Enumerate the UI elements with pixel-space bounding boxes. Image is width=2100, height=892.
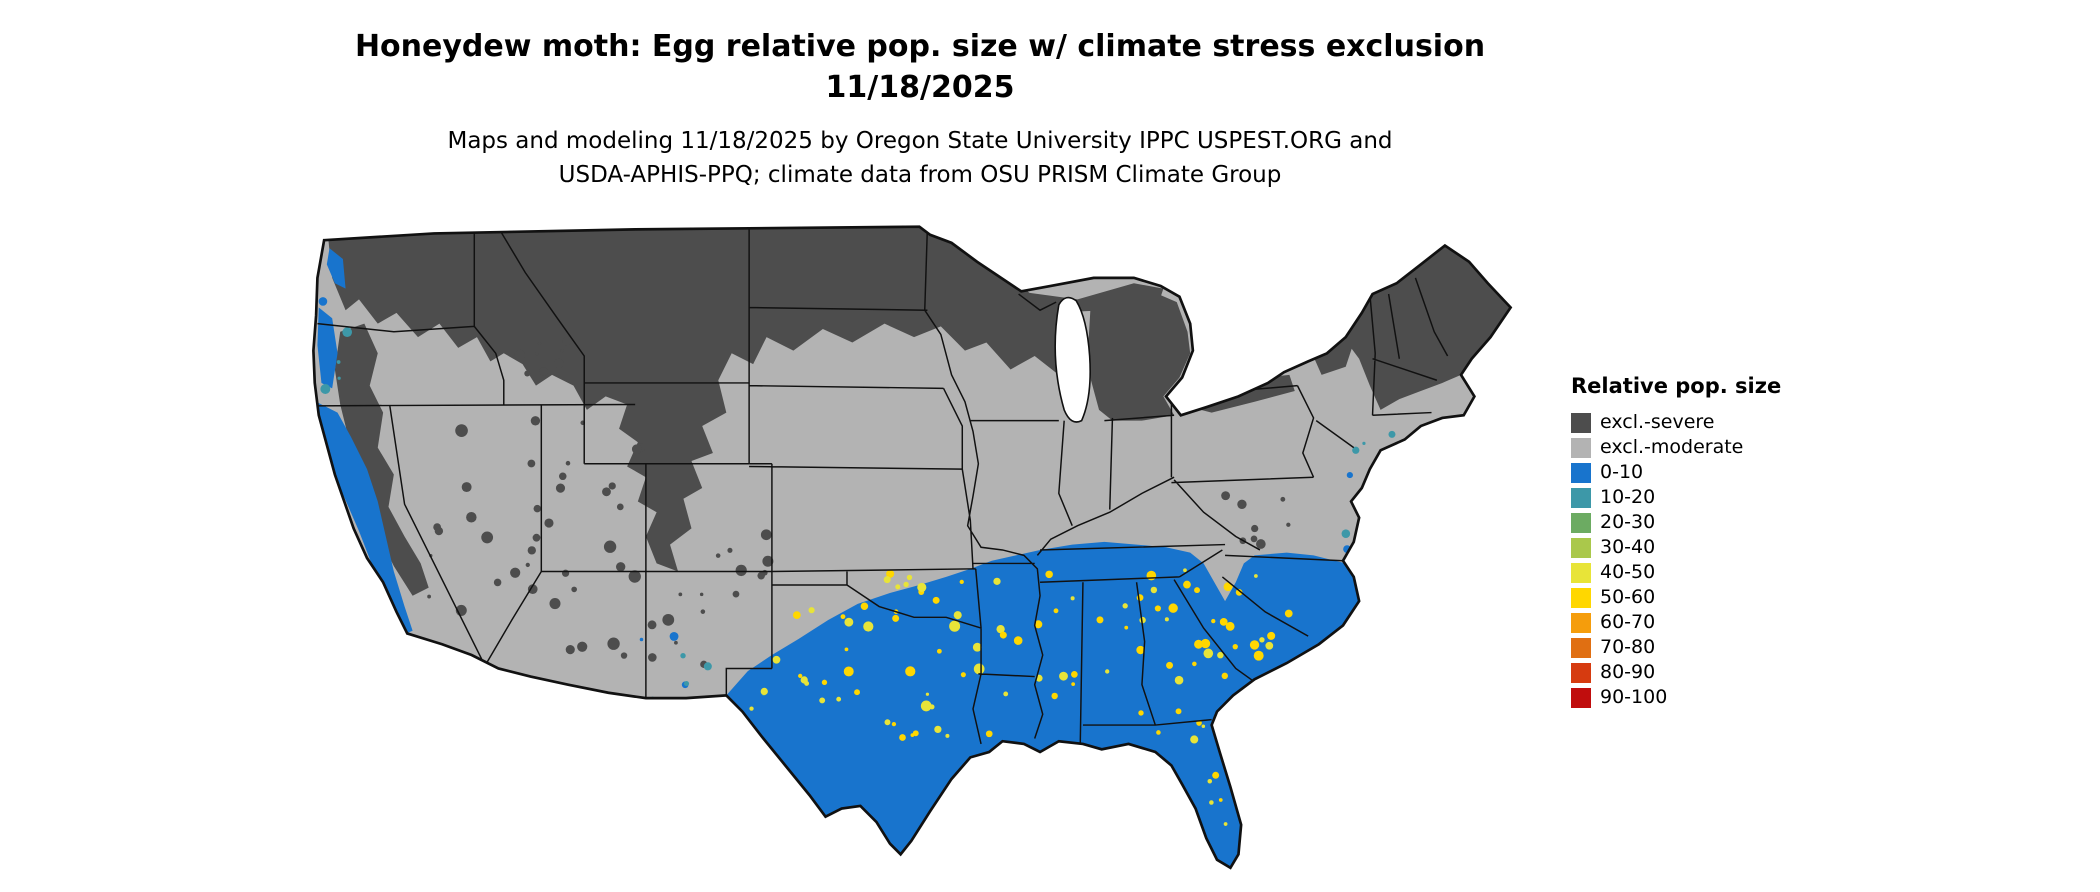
- legend-label: 40-50: [1600, 561, 1656, 583]
- us-outline: [312, 225, 1513, 870]
- legend-label: 30-40: [1600, 536, 1656, 558]
- legend-swatch: [1571, 562, 1591, 583]
- legend-item: 50-60: [1571, 585, 1871, 610]
- map-subtitle-line1: Maps and modeling 11/18/2025 by Oregon S…: [447, 128, 1393, 154]
- header: Honeydew moth: Egg relative pop. size w/…: [0, 26, 1840, 192]
- legend-item: 60-70: [1571, 610, 1871, 635]
- legend-swatch: [1571, 462, 1591, 483]
- legend-swatch: [1571, 487, 1591, 508]
- legend-swatch: [1571, 412, 1591, 433]
- legend-label: 60-70: [1600, 611, 1656, 633]
- map-subtitle-line2: USDA-APHIS-PPQ; climate data from OSU PR…: [558, 162, 1282, 188]
- population-california: [313, 248, 413, 637]
- legend-swatch: [1571, 512, 1591, 533]
- legend-title: Relative pop. size: [1571, 374, 1782, 398]
- legend-swatch: [1571, 637, 1591, 658]
- legend-item: excl.-severe: [1571, 410, 1871, 435]
- lake-michigan: [1054, 296, 1091, 423]
- legend-item: 30-40: [1571, 535, 1871, 560]
- legend-item: excl.-moderate: [1571, 435, 1871, 460]
- legend-label: excl.-moderate: [1600, 436, 1744, 458]
- legend-item: 40-50: [1571, 560, 1871, 585]
- legend-swatch: [1571, 612, 1591, 633]
- legend-item: 10-20: [1571, 485, 1871, 510]
- legend-item: 70-80: [1571, 635, 1871, 660]
- legend-item: 20-30: [1571, 510, 1871, 535]
- legend-label: 80-90: [1600, 661, 1656, 683]
- legend-label: 10-20: [1600, 486, 1656, 508]
- map-title-line2: 11/18/2025: [825, 70, 1015, 105]
- map-figure: [300, 224, 1520, 884]
- severe-speckles: [427, 336, 1291, 668]
- legend-swatch: [1571, 587, 1591, 608]
- legend-swatch: [1571, 687, 1591, 708]
- legend-swatch: [1571, 537, 1591, 558]
- us-map: [312, 225, 1513, 870]
- legend-label: 20-30: [1600, 511, 1656, 533]
- legend-item: 80-90: [1571, 660, 1871, 685]
- map-hotspot-speckles: [749, 568, 1293, 826]
- legend-item: 0-10: [1571, 460, 1871, 485]
- legend-swatch: [1571, 437, 1591, 458]
- legend-swatch: [1571, 662, 1591, 683]
- legend-label: 50-60: [1600, 586, 1656, 608]
- map-subtitle: Maps and modeling 11/18/2025 by Oregon S…: [0, 124, 1840, 192]
- legend-items: excl.-severe excl.-moderate 0-10 10-20 2…: [1571, 410, 1871, 710]
- legend-item: 90-100: [1571, 685, 1871, 710]
- severe-great-lakes: [1018, 283, 1191, 421]
- severe-cascades-sierra: [334, 323, 429, 596]
- legend-label: 90-100: [1600, 686, 1668, 708]
- legend-label: excl.-severe: [1600, 411, 1715, 433]
- severe-north-rockies: [326, 226, 1075, 572]
- legend: Relative pop. size excl.-severe excl.-mo…: [1571, 374, 1871, 710]
- map-title-line1: Honeydew moth: Egg relative pop. size w/…: [354, 29, 1486, 64]
- legend-label: 70-80: [1600, 636, 1656, 658]
- legend-label: 0-10: [1600, 461, 1644, 483]
- state-borders: [313, 226, 1449, 745]
